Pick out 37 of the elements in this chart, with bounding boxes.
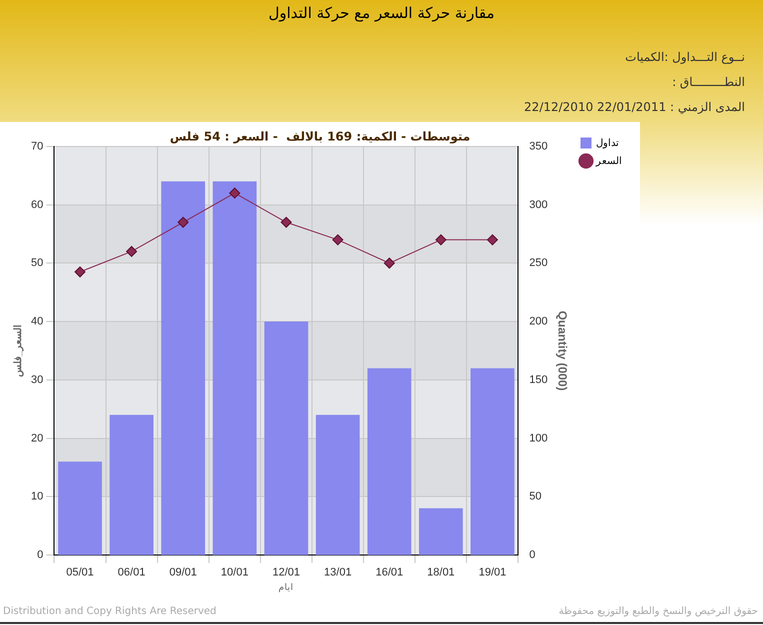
x-tick-label: 13/01 (324, 566, 352, 579)
y2-tick-label: 200 (529, 316, 548, 328)
x-tick-label: 18/01 (427, 566, 455, 579)
x-tick-label: 05/01 (66, 566, 94, 579)
y2-tick-label: 300 (529, 198, 548, 211)
x-tick-label: 09/01 (169, 566, 197, 579)
text: حقوق الترخيص والنسخ والطبع والتوزيع محفوظة (558, 606, 758, 617)
legend-label: تداول (596, 138, 619, 149)
x-tick-label: 12/01 (272, 566, 300, 579)
y-axis-title: السعر_فلس (12, 324, 24, 377)
chart-title: مقارنة حركة السعر مع حركة التداول (267, 4, 496, 22)
y-tick-label: 60 (30, 198, 44, 211)
x-axis-title: ايام (278, 582, 294, 594)
chart-subtitle: متوسطات - الكمية: 169 بالالف - السعر : 54 فلس (170, 129, 470, 144)
y-tick-label: 0 (37, 549, 44, 562)
y2-tick-label: 150 (529, 374, 548, 386)
y2-tick-label: 350 (529, 140, 548, 152)
y-tick-label: 70 (30, 140, 44, 152)
y-tick-label: 40 (30, 316, 44, 328)
y-tick-label: 10 (30, 490, 44, 503)
y2-axis-title: Quantity (000) (555, 310, 570, 391)
legend-label: السعر (595, 156, 622, 167)
x-tick-label: 10/01 (220, 566, 248, 579)
text: نــوع التـــداول :الكميات (625, 50, 745, 64)
text: المدى الزمني : 22/01/2011 22/12/2010 (524, 100, 745, 114)
y-tick-label: 30 (30, 374, 44, 386)
x-tick-label: 19/01 (478, 566, 506, 579)
y-tick-label: 20 (30, 432, 44, 444)
y2-tick-label: 250 (529, 257, 548, 270)
text: Distribution and Copy Rights Are Reserved (3, 606, 216, 617)
x-tick-label: 16/01 (376, 566, 404, 579)
y2-tick-label: 0 (529, 549, 536, 562)
y-tick-label: 50 (30, 257, 44, 270)
y2-tick-label: 50 (529, 490, 542, 503)
text: النطـــــــــاق : (672, 75, 745, 89)
y2-tick-label: 100 (529, 432, 548, 444)
x-tick-label: 06/01 (118, 566, 146, 579)
